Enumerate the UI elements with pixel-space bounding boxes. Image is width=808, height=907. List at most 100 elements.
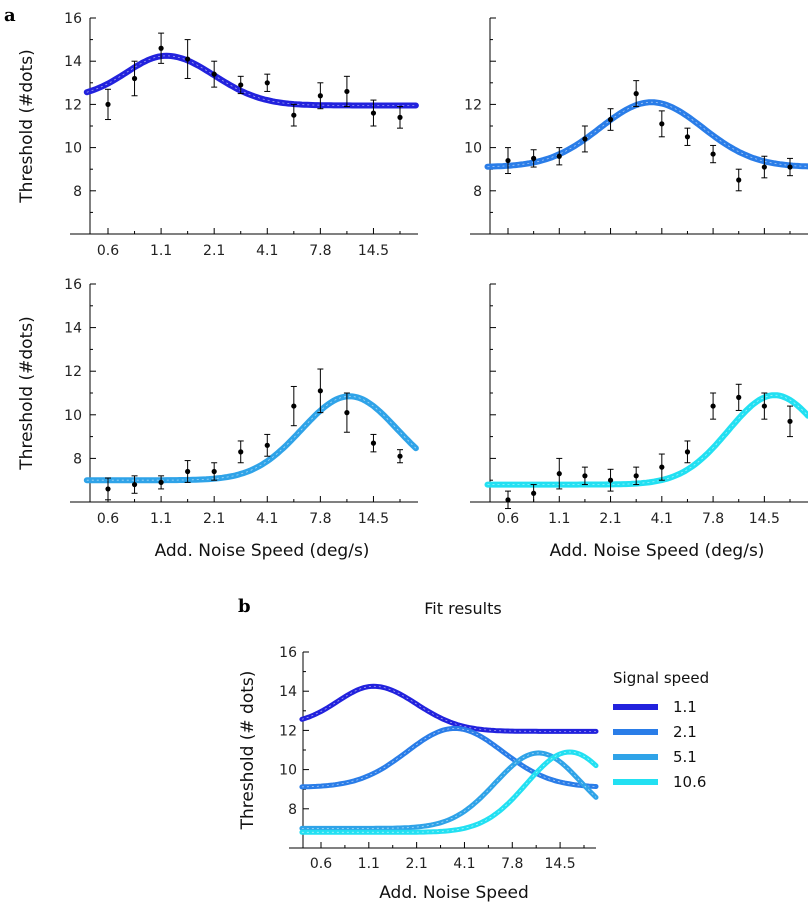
data-point — [684, 449, 691, 455]
y-tick-label: 8 — [473, 184, 482, 200]
data-point — [158, 479, 164, 485]
panel-a-top-right: 8 10 12 — [464, 17, 808, 235]
x-axis-label: Add. Noise Speed (deg/s) — [155, 541, 370, 561]
x-tick-label: 14.5 — [545, 856, 576, 872]
data-point — [607, 116, 614, 123]
fit-curve-dash — [86, 395, 417, 481]
y-axis-label: Threshold (# dots) — [238, 671, 258, 831]
fit-curve — [83, 393, 419, 484]
data-point — [710, 151, 716, 157]
data-point — [211, 71, 217, 77]
fit-curve — [484, 392, 808, 488]
x-tick-label: 14.5 — [749, 511, 780, 527]
y-tick-label: 16 — [64, 11, 82, 27]
series-line-dash — [301, 685, 596, 732]
chart-title: Fit results — [424, 599, 501, 618]
x-tick-label: 0.6 — [310, 856, 332, 872]
data-point — [158, 45, 164, 51]
data-point — [264, 80, 270, 86]
x-tick-label: 14.5 — [358, 243, 389, 259]
x-tick-label: 4.1 — [256, 511, 278, 527]
panel-letter-b: b — [238, 596, 251, 617]
data-point — [317, 388, 323, 394]
data-point — [397, 453, 403, 459]
y-tick-label: 16 — [279, 645, 297, 661]
x-tick-label: 2.1 — [599, 511, 621, 527]
x-tick-label: 2.1 — [406, 856, 428, 872]
x-tick-label: 1.1 — [150, 243, 172, 259]
y-tick-label: 10 — [64, 408, 82, 424]
data-point — [505, 157, 511, 164]
data-point — [131, 75, 138, 82]
data-point — [659, 121, 665, 127]
data-point — [291, 403, 297, 409]
data-point — [344, 410, 350, 416]
data-point — [370, 440, 377, 446]
data-point — [736, 394, 742, 400]
data-point — [787, 164, 793, 170]
x-tick-label: 0.6 — [497, 511, 519, 527]
data-point — [633, 473, 639, 479]
data-point — [736, 177, 742, 183]
data-point — [185, 468, 191, 475]
x-tick-label: 0.6 — [97, 243, 119, 259]
y-tick-label: 8 — [73, 184, 82, 200]
x-tick-label: 4.1 — [453, 856, 475, 872]
x-axis-label: Add. Noise Speed — [379, 883, 529, 903]
data-point — [185, 56, 191, 62]
data-point — [787, 418, 793, 424]
legend-title: Signal speed — [613, 669, 709, 687]
data-point — [582, 136, 588, 142]
data-point — [131, 481, 138, 488]
series-line — [299, 750, 599, 831]
legend-label: 10.6 — [673, 773, 706, 791]
y-tick-label: 14 — [64, 321, 82, 337]
y-tick-label: 8 — [73, 451, 82, 467]
x-tick-label: 2.1 — [203, 511, 225, 527]
x-tick-label: 2.1 — [203, 243, 225, 259]
x-axis-label: Add. Noise Speed (deg/s) — [550, 541, 765, 561]
x-tick-label: 1.1 — [358, 856, 380, 872]
y-tick-label: 12 — [464, 97, 482, 113]
data-point — [531, 490, 537, 496]
y-tick-label: 8 — [288, 802, 297, 818]
series-line-dash — [301, 727, 597, 788]
x-tick-label: 7.8 — [702, 511, 724, 527]
y-axis-label: Threshold (#dots) — [17, 49, 37, 203]
series-line-dash — [301, 751, 597, 833]
x-tick-label: 0.6 — [97, 511, 119, 527]
y-tick-label: 12 — [64, 97, 82, 113]
x-tick-label: 4.1 — [256, 243, 278, 259]
series-line — [299, 683, 599, 734]
panel-a-bottom-right: 0.6 1.1 2.1 4.1 7.8 14.5 Add. Noise Speed (deg… — [470, 283, 808, 561]
y-tick-label: 10 — [464, 141, 482, 157]
series-line-dash — [301, 752, 597, 829]
fit-curve — [83, 52, 419, 109]
data-point — [505, 497, 511, 503]
x-tick-label: 4.1 — [651, 511, 673, 527]
x-tick-label: 7.8 — [501, 856, 523, 872]
legend-label: 5.1 — [673, 748, 697, 766]
y-tick-label: 12 — [64, 364, 82, 380]
data-point — [238, 449, 244, 455]
data-point — [710, 403, 716, 409]
y-tick-label: 12 — [279, 723, 297, 739]
panel-a-top-left: 8 10 12 14 16 0.6 1.1 2.1 4.1 7.8 14.5 Threshold (#… — [17, 11, 419, 259]
y-tick-label: 10 — [279, 763, 297, 779]
x-tick-label: 14.5 — [358, 511, 389, 527]
fit-curve-dash — [487, 101, 808, 168]
data-point — [659, 464, 665, 470]
data-point — [607, 477, 614, 483]
data-point — [291, 112, 297, 118]
legend-label: 1.1 — [673, 698, 697, 716]
data-point — [105, 486, 111, 492]
y-tick-label: 14 — [64, 54, 82, 70]
data-point — [531, 155, 537, 161]
data-point — [264, 442, 270, 448]
data-point — [211, 468, 217, 475]
x-tick-label: 7.8 — [309, 243, 331, 259]
y-axis-label: Threshold (#dots) — [17, 316, 37, 470]
fit-curve-dash — [487, 394, 808, 485]
data-point — [761, 403, 767, 409]
